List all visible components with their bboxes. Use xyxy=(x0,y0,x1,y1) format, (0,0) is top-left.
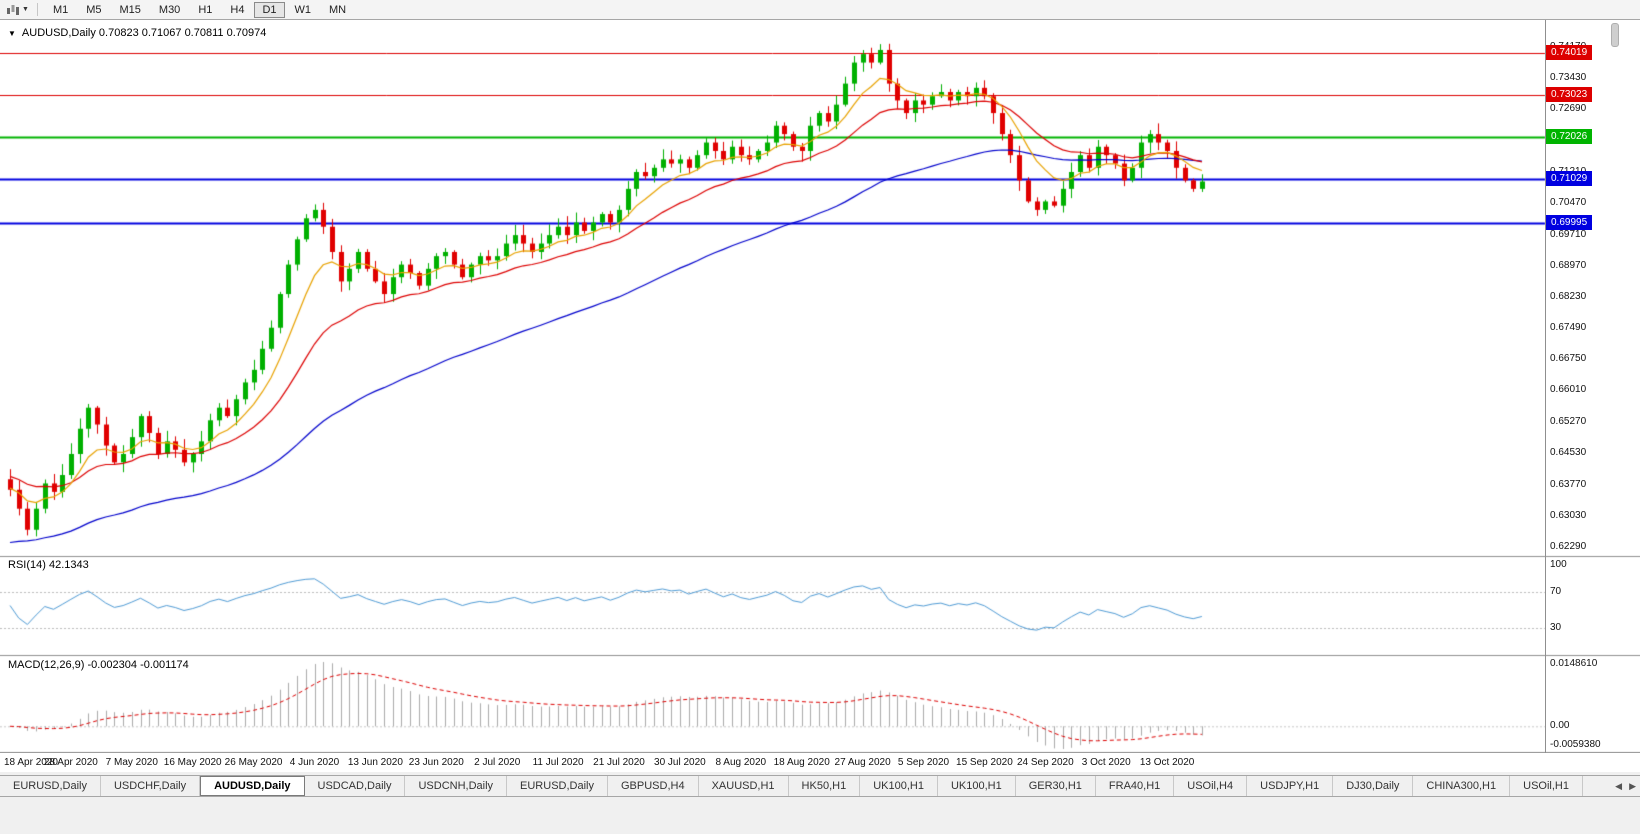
timeframe-button-mn[interactable]: MN xyxy=(329,3,347,16)
chart-window: ▼ AUDUSD,Daily 0.70823 0.71067 0.70811 0… xyxy=(0,20,1640,772)
chart-tab-bar: EURUSD,Daily USDCHF,Daily AUDUSD,Daily USDC… xyxy=(0,775,1640,797)
date-label: 13 Oct 2020 xyxy=(1139,757,1195,768)
tab-hk50-h1[interactable]: HK50,H1 xyxy=(788,776,861,796)
tab-usdcad-daily[interactable]: USDCAD,Daily xyxy=(304,776,406,796)
tab-dj30-daily[interactable]: DJ30,Daily xyxy=(1333,776,1414,796)
timeframe-button-d1[interactable]: D1 xyxy=(254,1,285,18)
candlestick-glyph xyxy=(7,4,19,15)
tab-audusd-daily[interactable]: AUDUSD,Daily xyxy=(200,776,305,796)
timeframe-button-m1[interactable]: M1 xyxy=(52,3,69,16)
date-label: 18 Apr 2020 xyxy=(4,757,58,768)
price-axis-separator xyxy=(1545,20,1546,772)
timeframe-button-m5[interactable]: M5 xyxy=(86,3,102,16)
timeframe-button-h4[interactable]: H4 xyxy=(230,3,245,16)
date-label: 16 May 2020 xyxy=(163,757,222,768)
tab-eurusd-daily[interactable]: EURUSD,Daily xyxy=(0,776,101,796)
date-label: 23 Jun 2020 xyxy=(408,757,464,768)
chart-type-icon[interactable] xyxy=(4,2,22,18)
tab-gbpusd-h4[interactable]: GBPUSD,H4 xyxy=(608,776,699,796)
date-label: 2 Jul 2020 xyxy=(474,757,521,768)
date-label: 15 Sep 2020 xyxy=(956,757,1013,768)
tab-scroll-right-icon[interactable]: ▶ xyxy=(1629,780,1636,791)
date-label: 27 Aug 2020 xyxy=(834,757,891,768)
timeframe-button-w1[interactable]: W1 xyxy=(294,3,312,16)
tab-usdcnh-daily[interactable]: USDCNH,Daily xyxy=(405,776,508,796)
tab-uk100-h1[interactable]: UK100,H1 xyxy=(937,776,1016,796)
tab-usdchf-daily[interactable]: USDCHF,Daily xyxy=(100,776,201,796)
timeframe-button-m15[interactable]: M15 xyxy=(119,3,141,16)
chart-type-dropdown-icon[interactable]: ▼ xyxy=(22,6,29,13)
date-label: 30 Jul 2020 xyxy=(654,757,706,768)
tab-usoil-h1[interactable]: USOil,H1 xyxy=(1510,776,1583,796)
tab-fra40-h1[interactable]: FRA40,H1 xyxy=(1095,776,1175,796)
tab-china300-h1[interactable]: CHINA300,H1 xyxy=(1413,776,1511,796)
date-label: 4 Jun 2020 xyxy=(289,757,340,768)
date-label: 24 Sep 2020 xyxy=(1016,757,1074,768)
date-label: 8 Aug 2020 xyxy=(715,757,767,768)
date-label: 5 Sep 2020 xyxy=(897,757,950,768)
scrollbar-thumb[interactable] xyxy=(1611,23,1619,47)
date-label: 28 Apr 2020 xyxy=(43,757,98,768)
tab-ger30-h1[interactable]: GER30,H1 xyxy=(1015,776,1096,796)
timeframe-button-h1[interactable]: H1 xyxy=(198,3,213,16)
tab-eurusd-daily[interactable]: EURUSD,Daily xyxy=(507,776,608,796)
tab-usdjpy-h1[interactable]: USDJPY,H1 xyxy=(1247,776,1334,796)
tab-usoil-h4[interactable]: USOil,H4 xyxy=(1174,776,1248,796)
timeframe-buttons: M1 M5 M15 M30 H1 H4 D1 W1 MN xyxy=(44,1,355,18)
tab-scroll-arrows: ◀ ▶ xyxy=(1615,775,1636,797)
timeframe-toolbar: ▼ M1 M5 M15 M30 H1 H4 D1 W1 MN xyxy=(0,0,1640,20)
toolbar-separator xyxy=(36,3,38,16)
tab-uk100-h1[interactable]: UK100,H1 xyxy=(860,776,938,796)
date-label: 18 Aug 2020 xyxy=(773,757,830,768)
date-label: 7 May 2020 xyxy=(105,757,158,768)
date-label: 26 May 2020 xyxy=(224,757,283,768)
date-label: 3 Oct 2020 xyxy=(1081,757,1131,768)
date-label: 21 Jul 2020 xyxy=(593,757,645,768)
tab-xauusd-h1[interactable]: XAUUSD,H1 xyxy=(698,776,789,796)
time-axis[interactable]: 18 Apr 2020 28 Apr 2020 7 May 2020 16 May 2… xyxy=(0,753,1640,772)
timeframe-button-m30[interactable]: M30 xyxy=(158,3,181,16)
tab-scroll-left-icon[interactable]: ◀ xyxy=(1615,780,1623,791)
date-label: 13 Jun 2020 xyxy=(347,757,403,768)
date-label: 11 Jul 2020 xyxy=(532,757,584,768)
chart-canvas[interactable] xyxy=(0,20,1640,753)
